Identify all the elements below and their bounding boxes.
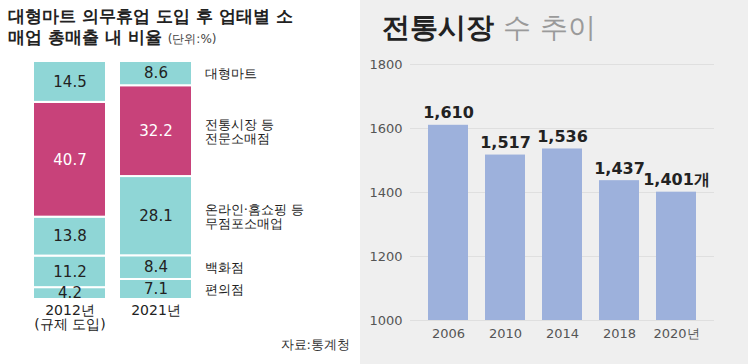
svg-text:7.1: 7.1	[144, 280, 168, 298]
svg-text:28.1: 28.1	[139, 206, 172, 224]
svg-text:편의점: 편의점	[205, 282, 244, 297]
svg-text:2006: 2006	[432, 326, 465, 341]
svg-text:1200: 1200	[369, 249, 402, 264]
html-text:대형마트 의무휴업 도입 후 업태별 소매업 총매출 내 비: 대형마트 의무휴업 도입 후 업태별 소매업 총매출 내 비율(단위:%)	[8, 6, 293, 48]
svg-text:1,437: 1,437	[594, 159, 645, 178]
svg-text:11.2: 11.2	[53, 262, 86, 280]
svg-text:대형마트: 대형마트	[205, 66, 257, 81]
svg-text:4.2: 4.2	[58, 284, 82, 302]
svg-text:1,536: 1,536	[537, 127, 588, 146]
svg-text:1600: 1600	[369, 121, 402, 136]
svg-text:1400: 1400	[369, 185, 402, 200]
svg-text:8.4: 8.4	[144, 258, 168, 276]
svg-text:2021년: 2021년	[131, 302, 181, 318]
svg-text:전통시장 등전문소매점: 전통시장 등전문소매점	[205, 116, 274, 145]
svg-text:1800: 1800	[369, 57, 402, 72]
html-text:전통시장수 추이: 전통시장수 추이	[382, 11, 596, 44]
svg-text:1,610: 1,610	[423, 104, 474, 123]
svg-text:32.2: 32.2	[139, 121, 172, 139]
svg-text:1,517: 1,517	[480, 134, 531, 153]
svg-text:8.6: 8.6	[144, 64, 168, 82]
svg-text:14.5: 14.5	[53, 72, 86, 90]
svg-text:2018: 2018	[603, 326, 636, 341]
svg-text:1,401개: 1,401개	[643, 171, 710, 190]
html-text:자료:통계청: 자료:통계청	[280, 337, 350, 352]
svg-text:1000: 1000	[369, 313, 402, 328]
svg-text:2020년: 2020년	[653, 326, 699, 341]
svg-text:백화점: 백화점	[205, 260, 244, 275]
svg-text:2012년(규제 도입): 2012년(규제 도입)	[34, 302, 105, 332]
svg-text:40.7: 40.7	[53, 150, 86, 168]
svg-text:2010: 2010	[489, 326, 522, 341]
svg-text:2014: 2014	[546, 326, 579, 341]
svg-text:온라인·홈쇼핑 등무점포소매업: 온라인·홈쇼핑 등무점포소매업	[205, 201, 304, 230]
svg-text:13.8: 13.8	[53, 227, 86, 245]
